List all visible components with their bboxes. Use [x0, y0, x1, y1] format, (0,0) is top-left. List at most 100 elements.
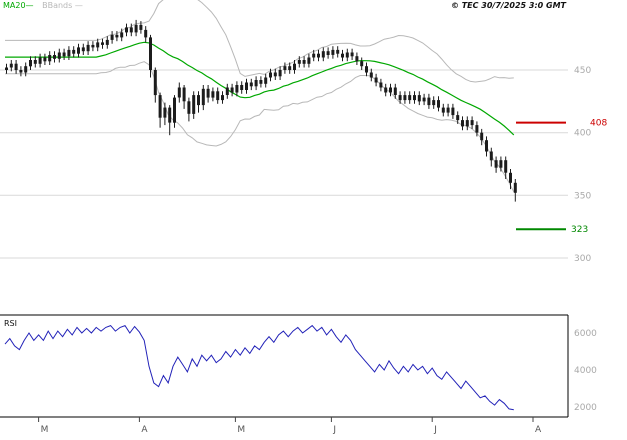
candle-body: [312, 53, 316, 58]
candle-body: [264, 77, 268, 84]
candle-body: [33, 60, 37, 64]
candle-body: [365, 66, 368, 73]
month-label: A: [141, 425, 148, 435]
candle-body: [317, 53, 320, 58]
candle-body: [345, 52, 349, 58]
candle-body: [489, 151, 493, 161]
candle-body: [235, 85, 239, 93]
candle-body: [163, 107, 167, 118]
candle-body: [5, 67, 8, 70]
candle-body: [278, 70, 282, 77]
month-label: J: [433, 425, 437, 435]
candle-body: [441, 107, 445, 113]
candle-body: [336, 49, 340, 54]
price-axis-label: 450: [574, 66, 591, 76]
candle-body: [297, 60, 301, 64]
candle-body: [96, 42, 100, 48]
candle-body: [331, 49, 335, 55]
month-label: M: [41, 425, 49, 435]
candle-body: [230, 87, 234, 93]
candle-body: [485, 140, 488, 152]
rsi-axis-label: 4000: [574, 366, 597, 376]
candle-body: [259, 80, 263, 84]
candle-body: [216, 91, 220, 101]
candle-body: [57, 52, 61, 59]
candle-body: [413, 95, 416, 101]
candle-body: [62, 52, 66, 57]
candle-body: [225, 87, 229, 95]
candle-body: [192, 95, 196, 114]
candle-body: [446, 107, 450, 113]
candle-body: [38, 57, 42, 64]
candle-body: [139, 24, 143, 30]
candle-body: [24, 66, 28, 73]
candle-body: [480, 132, 484, 141]
candle-body: [432, 100, 436, 106]
candle-body: [341, 53, 344, 58]
candle-body: [504, 160, 508, 173]
legend-ma20-label: MA20—: [3, 1, 34, 10]
bollinger-upper-band: [5, 0, 514, 83]
candle-body: [470, 120, 474, 126]
price-axis-label: 400: [574, 129, 591, 139]
candle-body: [201, 88, 205, 106]
candle-body: [101, 42, 104, 45]
rsi-panel-label: RSI: [4, 319, 17, 328]
candle-body: [369, 72, 373, 78]
candle-body: [513, 182, 517, 193]
candle-body: [206, 88, 210, 98]
candle-body: [283, 66, 287, 70]
candle-body: [249, 82, 253, 87]
candle-body: [149, 37, 152, 70]
candle-body: [465, 120, 469, 127]
candle-body: [408, 95, 412, 101]
ma20-line: [5, 41, 515, 136]
candle-body: [168, 107, 172, 123]
candle-body: [67, 49, 71, 57]
rsi-line: [4, 324, 514, 411]
candle-body: [273, 72, 277, 77]
month-label: M: [237, 425, 245, 435]
candle-body: [110, 34, 114, 40]
candle-body: [81, 47, 85, 52]
candle-body: [403, 95, 407, 101]
candle-body: [211, 91, 215, 98]
candle-body: [254, 80, 258, 87]
candle-body: [173, 97, 176, 123]
candle-body: [393, 87, 397, 95]
candle-body: [91, 44, 95, 48]
month-label: A: [535, 425, 542, 435]
candle-body: [461, 120, 464, 127]
candle-body: [43, 57, 47, 62]
candle-body: [14, 63, 18, 70]
candle-body: [9, 63, 13, 68]
candle-body: [302, 60, 306, 64]
candle-body: [499, 160, 503, 168]
candle-body: [53, 55, 56, 59]
candle-body: [379, 82, 383, 88]
candle-body: [77, 47, 80, 54]
candle-body: [422, 97, 426, 102]
candle-body: [105, 39, 109, 45]
legend: MA20— BBands —: [3, 1, 83, 11]
candle-body: [197, 95, 200, 106]
candle-body: [269, 72, 272, 78]
candle-body: [177, 87, 181, 98]
candle-body: [86, 44, 90, 52]
copyright-text: © TEC 30/7/2025 3:0 GMT: [450, 1, 566, 10]
candle-body: [398, 95, 402, 101]
candle-body: [115, 34, 119, 38]
candle-body: [120, 32, 124, 38]
candle-body: [451, 107, 455, 116]
level-label-408: 408: [590, 119, 607, 129]
candle-body: [417, 95, 421, 102]
candle-body: [389, 87, 392, 93]
candle-body: [182, 87, 186, 102]
candle-body: [293, 63, 296, 70]
price-axis-label: 350: [574, 191, 591, 201]
candle-body: [153, 70, 157, 96]
rsi-axis-label: 2000: [574, 403, 597, 413]
candle-body: [456, 115, 460, 121]
candle-body: [326, 51, 330, 55]
